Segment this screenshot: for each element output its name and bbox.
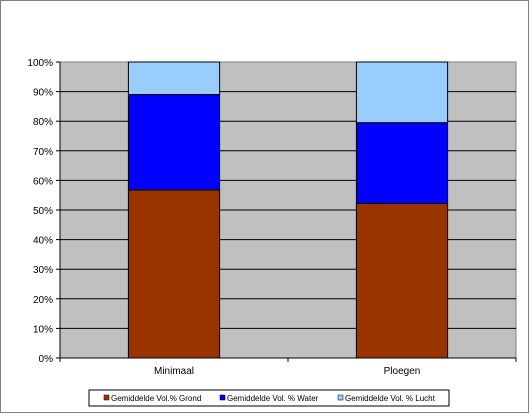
legend: Gemiddelde Vol.% Grond Gemiddelde Vol. % … xyxy=(88,389,450,407)
bar-segment-ploegen-3 xyxy=(355,61,449,124)
y-tick-label: 60% xyxy=(33,176,53,187)
y-tick-label: 30% xyxy=(33,265,53,276)
x-tick-label: Minimaal xyxy=(154,366,194,377)
bar-segment-ploegen-2 xyxy=(355,122,449,204)
legend-label: Gemiddelde Vol.% Grond xyxy=(111,394,201,403)
legend-box xyxy=(88,389,450,407)
legend-swatch xyxy=(103,394,110,401)
legend-swatch xyxy=(219,394,226,401)
legend-label: Gemiddelde Vol. % Lucht xyxy=(345,394,436,403)
y-axis: 0% 10% 20% 30% 40% 50% 60% 70% 80% 90% 100% xyxy=(27,58,61,365)
bar-segment-minimaal-3 xyxy=(127,61,221,96)
bars xyxy=(127,61,449,359)
legend-label: Gemiddelde Vol. % Water xyxy=(227,394,319,403)
legend-swatch xyxy=(337,394,344,401)
bar-segment-minimaal-2 xyxy=(127,94,221,191)
y-tick-label: 0% xyxy=(39,354,54,365)
y-tick-label: 80% xyxy=(33,117,53,128)
y-tick-label: 20% xyxy=(33,295,53,306)
y-tick-label: 70% xyxy=(33,147,53,158)
y-tick-label: 100% xyxy=(27,58,53,69)
y-tick-label: 50% xyxy=(33,206,53,217)
y-tick-label: 40% xyxy=(33,236,53,247)
bar-segment-minimaal-1 xyxy=(127,189,221,359)
y-tick-label: 10% xyxy=(33,324,53,335)
x-axis: Minimaal Ploegen xyxy=(59,357,517,377)
x-tick-label: Ploegen xyxy=(384,366,421,377)
bar-segment-ploegen-1 xyxy=(355,202,449,359)
y-tick-label: 90% xyxy=(33,88,53,99)
